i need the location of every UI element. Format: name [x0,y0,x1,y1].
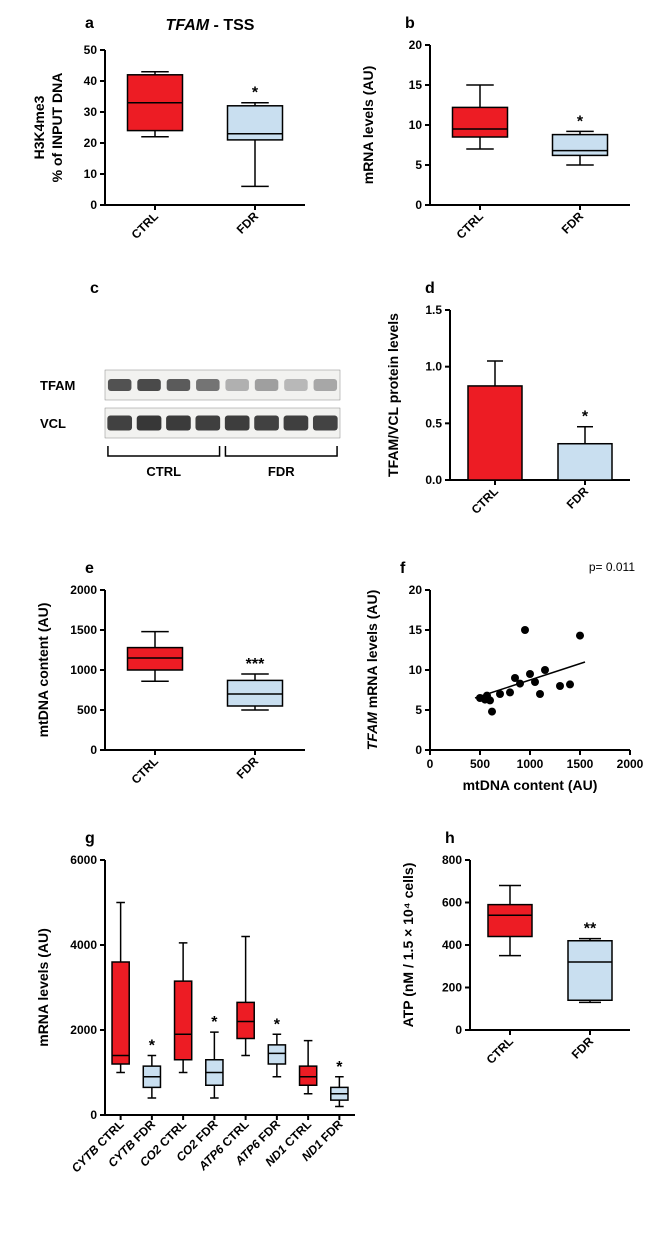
svg-text:FDR: FDR [268,464,295,479]
svg-text:*: * [149,1038,156,1055]
svg-text:*: * [336,1059,343,1076]
svg-text:% of INPUT DNA: % of INPUT DNA [49,73,65,183]
svg-text:*: * [577,113,584,130]
svg-text:2000: 2000 [70,583,97,597]
svg-text:FDR: FDR [234,754,262,782]
svg-text:***: *** [246,656,265,673]
svg-text:TFAM/VCL protein levels: TFAM/VCL protein levels [385,313,401,477]
svg-text:H3K4me3: H3K4me3 [31,95,47,159]
svg-text:b: b [405,15,415,32]
svg-text:500: 500 [77,703,97,717]
svg-text:5: 5 [415,158,422,172]
svg-text:CTRL: CTRL [129,754,162,787]
svg-text:1.5: 1.5 [425,303,442,317]
svg-text:10: 10 [409,663,423,677]
svg-text:d: d [425,280,435,297]
svg-text:10: 10 [409,118,423,132]
svg-text:e: e [85,560,94,577]
panel-a: 0 10 20 30 40 50 H3K4me3% of INPUT DNA a CTRL * FD… [30,10,320,260]
svg-text:p= 0.011: p= 0.011 [589,560,635,574]
svg-text:CTRL: CTRL [146,464,181,479]
svg-text:2000: 2000 [70,1023,97,1037]
svg-text:h: h [445,830,455,847]
svg-text:ATP (nM / 1.5 × 10⁴ cells): ATP (nM / 1.5 × 10⁴ cells) [400,863,416,1028]
svg-text:0: 0 [415,198,422,212]
svg-text:*: * [252,85,259,102]
svg-text:1500: 1500 [70,623,97,637]
svg-text:*: * [274,1016,281,1033]
svg-text:4000: 4000 [70,938,97,952]
svg-text:0: 0 [427,757,434,771]
panel-e: 0 500 1000 1500 2000 mtDNA content (AU) e CTRL *… [30,555,320,805]
western-blot-icon: c TFAM VCL CTRL FDR [30,275,350,535]
svg-text:30: 30 [84,105,98,119]
svg-text:0: 0 [90,1108,97,1122]
svg-text:g: g [85,830,95,847]
svg-text:TFAM: TFAM [40,378,75,393]
chart-icon: 0 200 400 600 800 ATP (nM / 1.5 × 10⁴ cells) h… [395,825,645,1085]
svg-text:CTRL: CTRL [454,209,487,242]
svg-text:0.5: 0.5 [425,416,442,430]
svg-text:6000: 6000 [70,853,97,867]
svg-text:1.0: 1.0 [425,360,442,374]
svg-text:TFAM mRNA levels (AU): TFAM mRNA levels (AU) [364,590,380,751]
figure-page: 01020304050H3K4me3% of INPUT DNAaCTRL*FD… [0,0,659,1239]
svg-text:500: 500 [470,757,490,771]
svg-text:CTRL: CTRL [484,1034,517,1067]
svg-text:CTRL: CTRL [129,209,162,242]
chart-icon: 0 500 1000 1500 2000 mtDNA content (AU) e CTRL *… [30,555,320,805]
svg-text:15: 15 [409,623,423,637]
barchart-icon: 0.0 0.5 1.0 1.5 TFAM/VCL protein levels d CTRL… [380,275,645,535]
svg-text:FDR: FDR [564,484,592,512]
panel-h: 0 200 400 600 800 ATP (nM / 1.5 × 10⁴ cells) h… [395,825,645,1085]
svg-text:FDR: FDR [569,1034,597,1062]
svg-text:mtDNA content (AU): mtDNA content (AU) [463,777,598,793]
svg-text:2000: 2000 [617,757,644,771]
panel-f: 0 5 10 15 20 0 500 1000 1500 2000 TFAM mRNA levels… [355,555,645,805]
svg-text:0.0: 0.0 [425,473,442,487]
svg-text:20: 20 [409,38,423,52]
svg-text:**: ** [584,921,597,938]
svg-text:0: 0 [415,743,422,757]
svg-text:0: 0 [455,1023,462,1037]
scatter-icon: 0 5 10 15 20 0 500 1000 1500 2000 TFAM mRNA levels… [355,555,645,805]
svg-text:1000: 1000 [70,663,97,677]
svg-text:VCL: VCL [40,416,66,431]
svg-text:FDR: FDR [559,209,587,237]
svg-text:200: 200 [442,981,462,995]
svg-text:FDR: FDR [234,209,262,237]
svg-text:mRNA levels (AU): mRNA levels (AU) [360,66,376,185]
svg-text:c: c [90,280,99,297]
svg-text:50: 50 [84,43,98,57]
svg-text:a: a [85,15,94,32]
svg-text:800: 800 [442,853,462,867]
svg-text:*: * [211,1014,218,1031]
svg-text:1000: 1000 [517,757,544,771]
chart-icon: 0 10 20 30 40 50 H3K4me3% of INPUT DNA a CTRL * FD… [30,10,320,260]
chart-icon: 0200040006000mRNA levels (AU)gCYTB CTRL*… [30,825,370,1225]
svg-text:f: f [400,560,406,577]
svg-text:5: 5 [415,703,422,717]
svg-text:40: 40 [84,74,98,88]
svg-text:TFAM - TSS: TFAM - TSS [166,17,255,34]
svg-text:1500: 1500 [567,757,594,771]
svg-text:*: * [582,409,589,426]
svg-text:20: 20 [84,136,98,150]
svg-text:0: 0 [90,198,97,212]
svg-text:0: 0 [90,743,97,757]
panel-g: 0200040006000mRNA levels (AU)gCYTB CTRL*… [30,825,370,1225]
svg-text:400: 400 [442,938,462,952]
svg-text:600: 600 [442,896,462,910]
chart-icon: 0 5 10 15 20 mRNA levels (AU) b CTRL * FDR [355,10,645,260]
panel-d: 0.0 0.5 1.0 1.5 TFAM/VCL protein levels d CTRL… [380,275,645,535]
svg-text:mRNA levels (AU): mRNA levels (AU) [35,928,51,1047]
svg-text:CTRL: CTRL [469,484,502,517]
panel-b: 0 5 10 15 20 mRNA levels (AU) b CTRL * FDR [355,10,645,260]
svg-text:20: 20 [409,583,423,597]
svg-text:10: 10 [84,167,98,181]
svg-text:15: 15 [409,78,423,92]
panel-c: c TFAM VCL CTRL FDR [30,275,350,535]
svg-text:mtDNA content (AU): mtDNA content (AU) [35,603,51,738]
